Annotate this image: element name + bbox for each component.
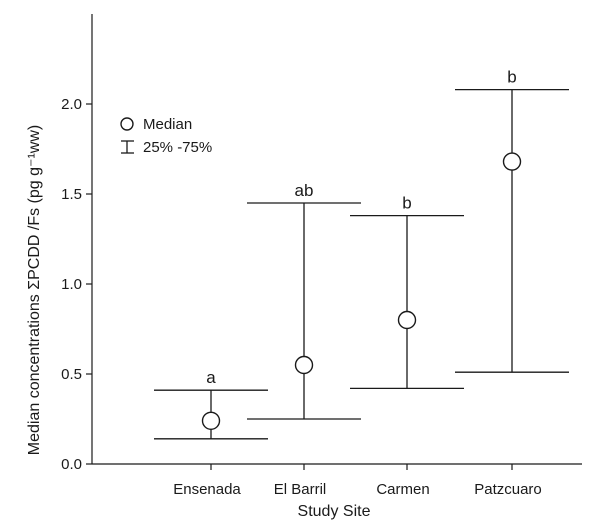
axes bbox=[91, 14, 582, 465]
significance-label: b bbox=[507, 68, 516, 87]
significance-label: a bbox=[206, 368, 216, 387]
error-bar-group: b bbox=[350, 194, 464, 390]
y-ticks: 0.0 0.5 1.0 1.5 2.0 bbox=[61, 96, 92, 473]
x-tick-label: Ensenada bbox=[173, 481, 241, 498]
median-point bbox=[397, 310, 417, 330]
y-tick-label: 0.0 bbox=[61, 456, 82, 473]
x-tick-label: El Barril bbox=[274, 481, 327, 498]
error-bar-group: ab bbox=[247, 181, 361, 420]
y-tick-label: 1.0 bbox=[61, 276, 82, 293]
median-point bbox=[294, 355, 314, 375]
legend: Median 25% -75% bbox=[120, 116, 212, 156]
y-tick-label: 2.0 bbox=[61, 96, 82, 113]
error-bar-group: a bbox=[154, 368, 268, 440]
legend-range-marker bbox=[121, 140, 134, 154]
legend-median-label: Median bbox=[143, 116, 192, 133]
y-tick-label: 0.5 bbox=[61, 366, 82, 383]
legend-median-marker bbox=[120, 117, 134, 131]
significance-label: b bbox=[402, 194, 411, 213]
legend-range-label: 25% -75% bbox=[143, 139, 212, 156]
significance-label: ab bbox=[295, 181, 314, 200]
median-point bbox=[502, 152, 522, 171]
x-tick-label: Patzcuaro bbox=[474, 481, 542, 498]
y-tick-label: 1.5 bbox=[61, 186, 82, 203]
series-median-iqr: a ab b b bbox=[154, 68, 569, 440]
x-axis-title: Study Site bbox=[298, 503, 371, 520]
x-ticks: Ensenada El Barril Carmen Patzcuaro bbox=[173, 464, 542, 498]
y-axis-title: Median concentrations ΣPCDD /Fs (pg g⁻¹w… bbox=[26, 125, 43, 455]
x-tick-label: Carmen bbox=[376, 481, 429, 498]
median-point bbox=[201, 411, 221, 430]
error-bar-group: b bbox=[455, 68, 569, 373]
